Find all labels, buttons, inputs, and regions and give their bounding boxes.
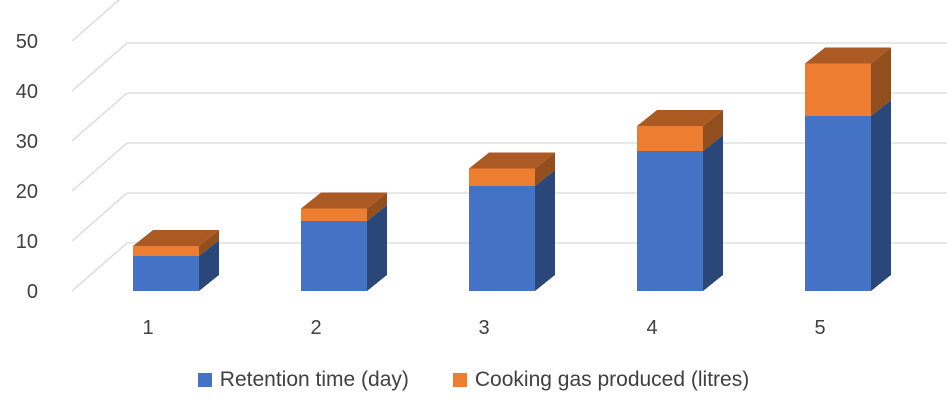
bar-segment-side (367, 205, 387, 291)
gridline-diagonal (71, 242, 128, 292)
gridline-diagonal (71, 0, 120, 42)
gridline-diagonal (71, 42, 128, 92)
x-axis: 1 2 3 4 5 (142, 317, 825, 339)
y-tick-label: 30 (16, 131, 38, 153)
y-axis: 0 10 20 30 40 50 (16, 31, 38, 303)
y-tick-label: 20 (16, 181, 38, 203)
bar-segment-side (703, 135, 723, 291)
legend-item-cooking-gas: Cooking gas produced (litres) (452, 368, 750, 392)
x-tick-label: 5 (814, 317, 825, 339)
bar-segment-side (871, 47, 891, 116)
x-tick-label: 1 (142, 317, 153, 339)
bar-segment (133, 246, 199, 256)
bar-segment-side (535, 170, 555, 291)
x-tick-label: 2 (310, 317, 321, 339)
x-tick-label: 4 (646, 317, 657, 339)
bar-segment-top (133, 230, 219, 246)
bar-segment-side (535, 152, 555, 186)
gridline-diagonal (71, 92, 128, 142)
bar-segment-side (199, 230, 219, 256)
bar-segment-side (367, 192, 387, 221)
y-tick-label: 40 (16, 81, 38, 103)
gridline-diagonal (71, 142, 128, 192)
legend-swatch-cooking-gas (452, 373, 467, 387)
y-tick-label: 10 (16, 231, 38, 253)
bar-segment (805, 116, 871, 291)
bars (133, 47, 891, 291)
bar-segment-top (301, 192, 387, 209)
y-tick-label: 50 (16, 31, 38, 53)
bar-segment (637, 126, 703, 151)
x-tick-label: 3 (478, 317, 489, 339)
bar-segment-side (199, 240, 219, 291)
bar-segment-top (805, 47, 891, 64)
legend-label-cooking-gas: Cooking gas produced (litres) (474, 368, 750, 391)
bar-segment-top (637, 110, 723, 126)
bar-segment-side (703, 110, 723, 151)
legend-item-retention-time: Retention time (day) (197, 368, 409, 392)
bar-segment (469, 186, 535, 291)
bar-segment (637, 151, 703, 291)
bar-segment-side (871, 100, 891, 291)
bar-segment (301, 208, 367, 221)
bar-segment (469, 168, 535, 186)
bar-segment-top (469, 152, 555, 169)
legend-swatch-retention-time (197, 373, 212, 387)
gridline-diagonal (71, 192, 128, 242)
legend-label-retention-time: Retention time (day) (219, 368, 409, 391)
bar-segment (805, 63, 871, 116)
bar-segment (301, 221, 367, 291)
bar-segment (133, 256, 199, 291)
legend: Retention time (day) Cooking gas produce… (0, 368, 947, 392)
y-tick-label: 0 (27, 281, 38, 303)
